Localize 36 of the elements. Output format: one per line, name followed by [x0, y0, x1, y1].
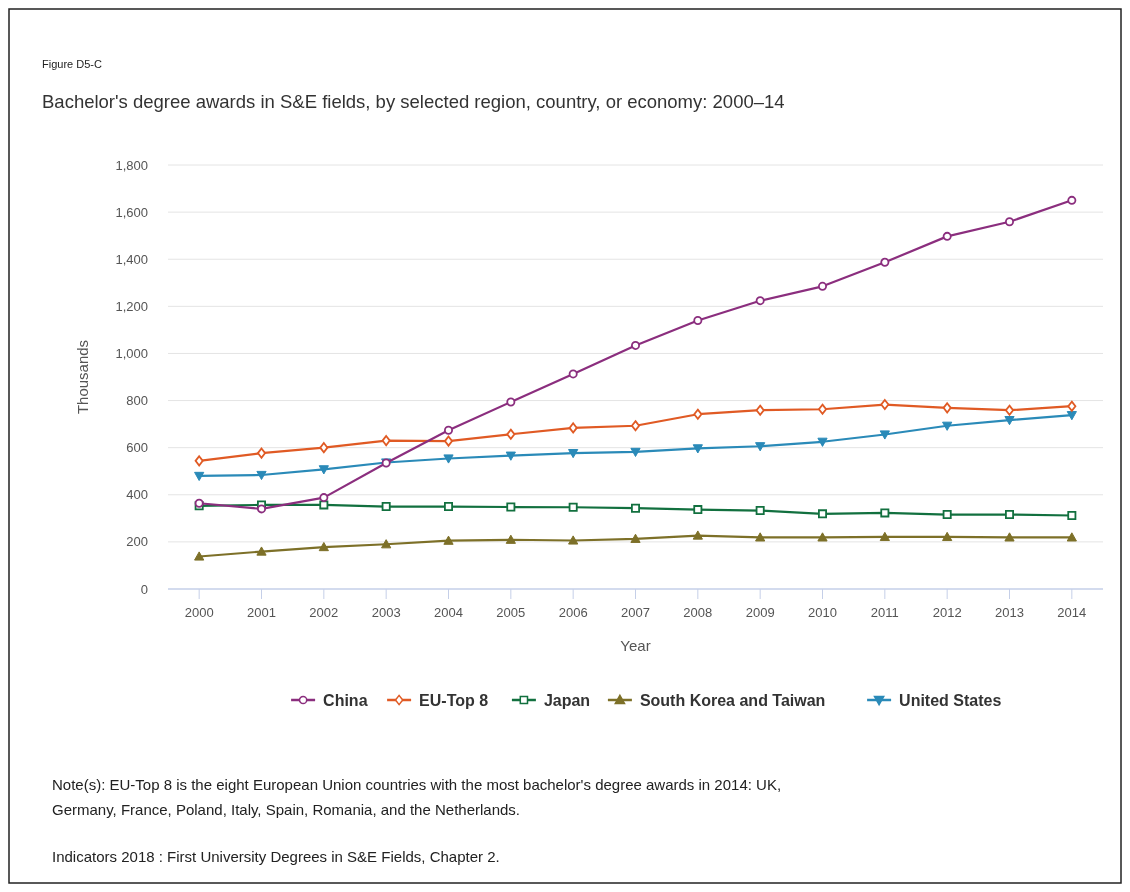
x-tick-label: 2007	[621, 605, 650, 620]
y-tick-label: 400	[126, 487, 148, 503]
x-tick-label: 2000	[184, 605, 214, 620]
y-tick-label: 1,600	[115, 204, 148, 220]
x-axis-title: Year	[620, 637, 651, 654]
y-tick-label: 1,400	[115, 251, 148, 267]
x-tick-label: 2002	[309, 605, 339, 620]
legend-label: United States	[899, 691, 1002, 709]
x-tick-label: 2006	[558, 605, 588, 620]
y-tick-label: 600	[126, 440, 148, 456]
text: Note(s): EU-Top 8 is the eight European Union countries with the most bachelor's degree awards in 2014: UK, Germany, France, Poland, Italy, Spain, Romania, and the Netherlands.	[52, 776, 782, 818]
x-tick-label: 2003	[371, 605, 401, 620]
x-tick-label: 2010	[808, 605, 837, 620]
y-tick-label: 1,000	[115, 345, 148, 361]
legend-label: China	[323, 691, 368, 709]
y-tick-label: 800	[126, 393, 148, 409]
legend-label: Japan	[543, 691, 591, 709]
x-tick-label: 2008	[683, 605, 713, 620]
x-tick-label: 2001	[247, 605, 276, 620]
x-tick-label: 2009	[745, 605, 775, 620]
y-axis-title: Thousands	[74, 339, 91, 415]
chart-title: Bachelor's degree awards in S&E fields, by selected region, country, or economy: 2000–14	[42, 91, 785, 112]
x-tick-label: 2011	[870, 605, 899, 620]
text: Figure D5-C	[42, 58, 102, 70]
y-tick-label: 1,200	[115, 298, 148, 314]
x-tick-label: 2005	[496, 605, 526, 620]
x-tick-label: 2014	[1057, 605, 1087, 620]
x-tick-label: 2004	[434, 605, 463, 620]
x-tick-label: 2013	[995, 605, 1024, 620]
legend-label: South Korea and Taiwan	[639, 691, 826, 709]
text: Indicators 2018 : First University Degrees in S&E Fields, Chapter 2.	[52, 848, 500, 865]
y-tick-label: 200	[126, 534, 148, 550]
x-tick-label: 2012	[932, 605, 962, 620]
y-tick-label: 1,800	[115, 157, 148, 173]
legend-label: EU-Top 8	[419, 691, 489, 709]
y-tick-label: 0	[140, 581, 148, 597]
